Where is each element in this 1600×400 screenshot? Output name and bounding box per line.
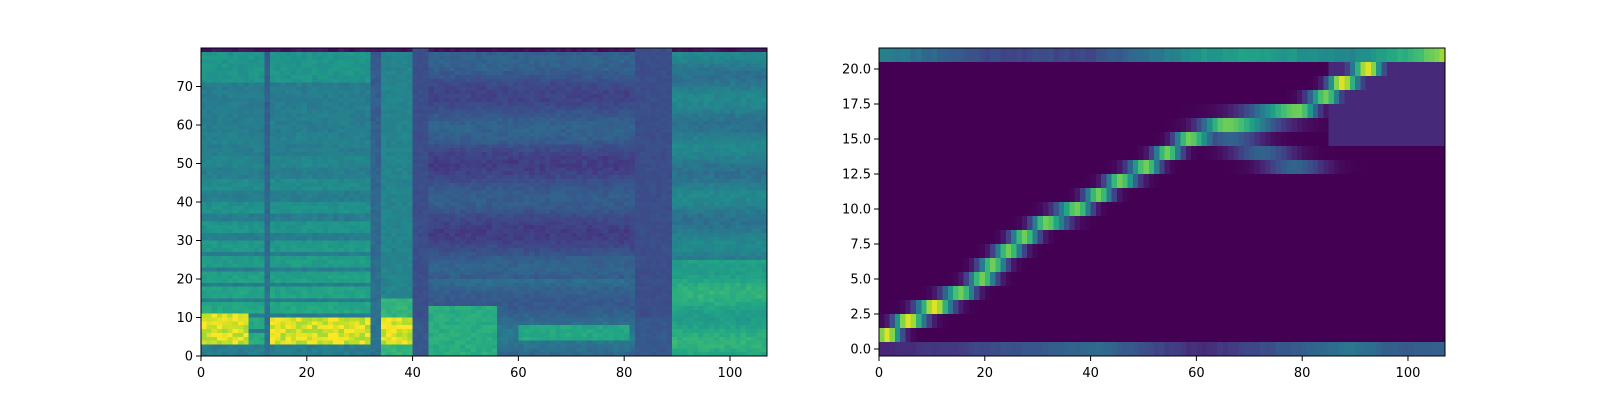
alignment-ytick-label-5.0: 5.0 [850,273,871,288]
alignment-xtick-label-40: 40 [1082,366,1099,381]
spectrogram-ytick-label-60: 60 [176,119,193,134]
alignment-panel: 0 20 40 60 80 100 0.0 2.5 5.0 7.5 10.0 12.5 15.0 17.5… [842,47,1446,382]
spectrogram-xtick-label-20: 20 [299,366,316,381]
alignment-ytick-label-7.5: 7.5 [850,238,871,253]
alignment-ytick-label-0.0: 0.0 [850,343,871,358]
alignment-ytick-label-2.5: 2.5 [850,308,871,323]
alignment-xtick-label-0: 0 [875,366,883,381]
spectrogram-ytick-label-10: 10 [176,311,193,326]
alignment-ytick-label-17.5: 17.5 [842,98,871,113]
alignment-ytick-label-12.5: 12.5 [842,168,871,183]
spectrogram-xtick-label-60: 60 [510,366,527,381]
alignment-ytick-label-15.0: 15.0 [842,133,871,148]
alignment-xtick-label-100: 100 [1396,366,1421,381]
spectrogram-ytick-label-20: 20 [176,273,193,288]
spectrogram-xtick-label-80: 80 [616,366,633,381]
spectrogram-ytick-label-30: 30 [176,234,193,249]
alignment-xtick-label-60: 60 [1188,366,1205,381]
spectrogram-xtick-label-0: 0 [197,366,205,381]
alignment-xtick-label-80: 80 [1294,366,1311,381]
spectrogram-ytick-label-70: 70 [176,80,193,95]
spectrogram-ytick-label-50: 50 [176,157,193,172]
alignment-ytick-label-10.0: 10.0 [842,203,871,218]
alignment-heatmap [879,48,1445,356]
spectrogram-ytick-label-40: 40 [176,196,193,211]
spectrogram-heatmap [201,48,767,356]
spectrogram-ytick-label-0: 0 [185,350,193,365]
spectrogram-xtick-label-40: 40 [404,366,421,381]
alignment-ticks: 0 20 40 60 80 100 0.0 2.5 5.0 7.5 10.0 12.5 15.0 17.5… [842,63,1420,382]
spectrogram-panel: 0 20 40 60 80 100 0 10 20 30 40 50 60 70 [176,47,768,381]
alignment-xtick-label-20: 20 [977,366,994,381]
alignment-frame [878,47,1446,357]
alignment-ytick-label-20.0: 20.0 [842,63,871,78]
spectrogram-xtick-label-100: 100 [718,366,743,381]
spectrogram-ticks: 0 20 40 60 80 100 0 10 20 30 40 50 60 70 [176,80,742,381]
